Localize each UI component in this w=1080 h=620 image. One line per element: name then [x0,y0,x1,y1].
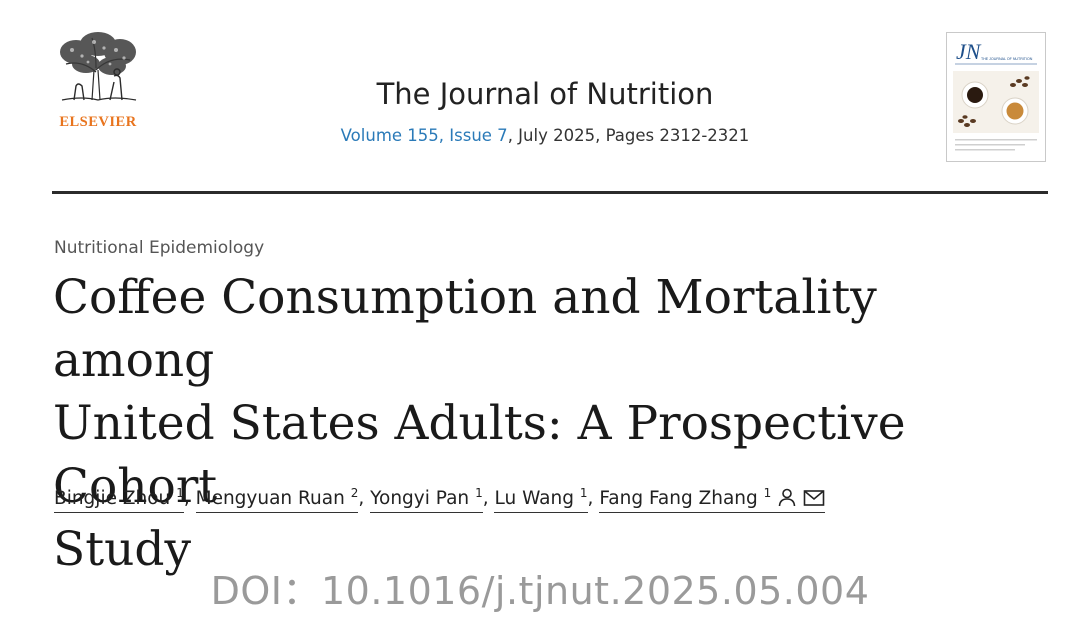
journal-cover-thumbnail[interactable]: JN THE JOURNAL OF NUTRITION [946,32,1046,162]
author-separator: , [482,488,489,509]
affiliation-marker[interactable]: 1 [763,486,772,500]
person-icon [779,488,796,507]
elsevier-tree-icon [60,32,137,101]
affiliation-marker[interactable]: 1 [579,486,588,500]
author-link[interactable]: Mengyuan Ruan 2 [195,486,359,513]
author-link[interactable]: Bingjie Zhou 1 [54,486,184,513]
header-divider [52,191,1048,194]
author-name: Mengyuan Ruan [195,488,345,509]
author-link[interactable]: Yongyi Pan 1 [370,486,483,513]
article-section: Nutritional Epidemiology [54,238,265,258]
affiliation-marker[interactable]: 1 [176,486,184,500]
publisher-name: ELSEVIER [59,114,137,130]
author-separator: , [358,488,365,509]
article-title: Coffee Consumption and Mortality among U… [53,266,1043,581]
title-line: Study [53,522,191,577]
cover-monogram: JN [956,39,982,64]
author-list: Bingjie Zhou 1, Mengyuan Ruan 2, Yongyi … [54,487,954,513]
author-link[interactable]: Lu Wang 1 [494,486,588,513]
doi-text: DOI：10.1016/j.tjnut.2025.05.004 [210,569,870,613]
issue-info: Volume 155, Issue 7, July 2025, Pages 23… [300,126,790,145]
issue-date-pages: , July 2025, Pages 2312-2321 [507,126,750,145]
journal-header: ELSEVIER The Journal of Nutrition Volume… [0,0,1080,195]
coffee-cups-icon [953,71,1039,133]
author-separator: , [587,488,594,509]
cover-subtitle: THE JOURNAL OF NUTRITION [981,57,1033,61]
elsevier-logo[interactable]: ELSEVIER [52,30,144,130]
author-separator: , [183,488,190,509]
envelope-icon [804,490,825,506]
affiliation-marker[interactable]: 1 [475,486,483,500]
author-name: Bingjie Zhou [54,488,171,509]
author-link-corresponding[interactable]: Fang Fang Zhang 1 [599,486,826,513]
volume-issue-link[interactable]: Volume 155, Issue 7 [340,126,508,145]
author-name: Lu Wang [494,488,574,509]
author-name: Yongyi Pan [370,488,470,509]
title-line: United States Adults: A Prospective Coho… [53,396,906,514]
title-line: Coffee Consumption and Mortality among [53,270,877,388]
author-name: Fang Fang Zhang [599,488,758,509]
affiliation-marker[interactable]: 2 [350,486,359,500]
journal-title[interactable]: The Journal of Nutrition [376,77,714,111]
